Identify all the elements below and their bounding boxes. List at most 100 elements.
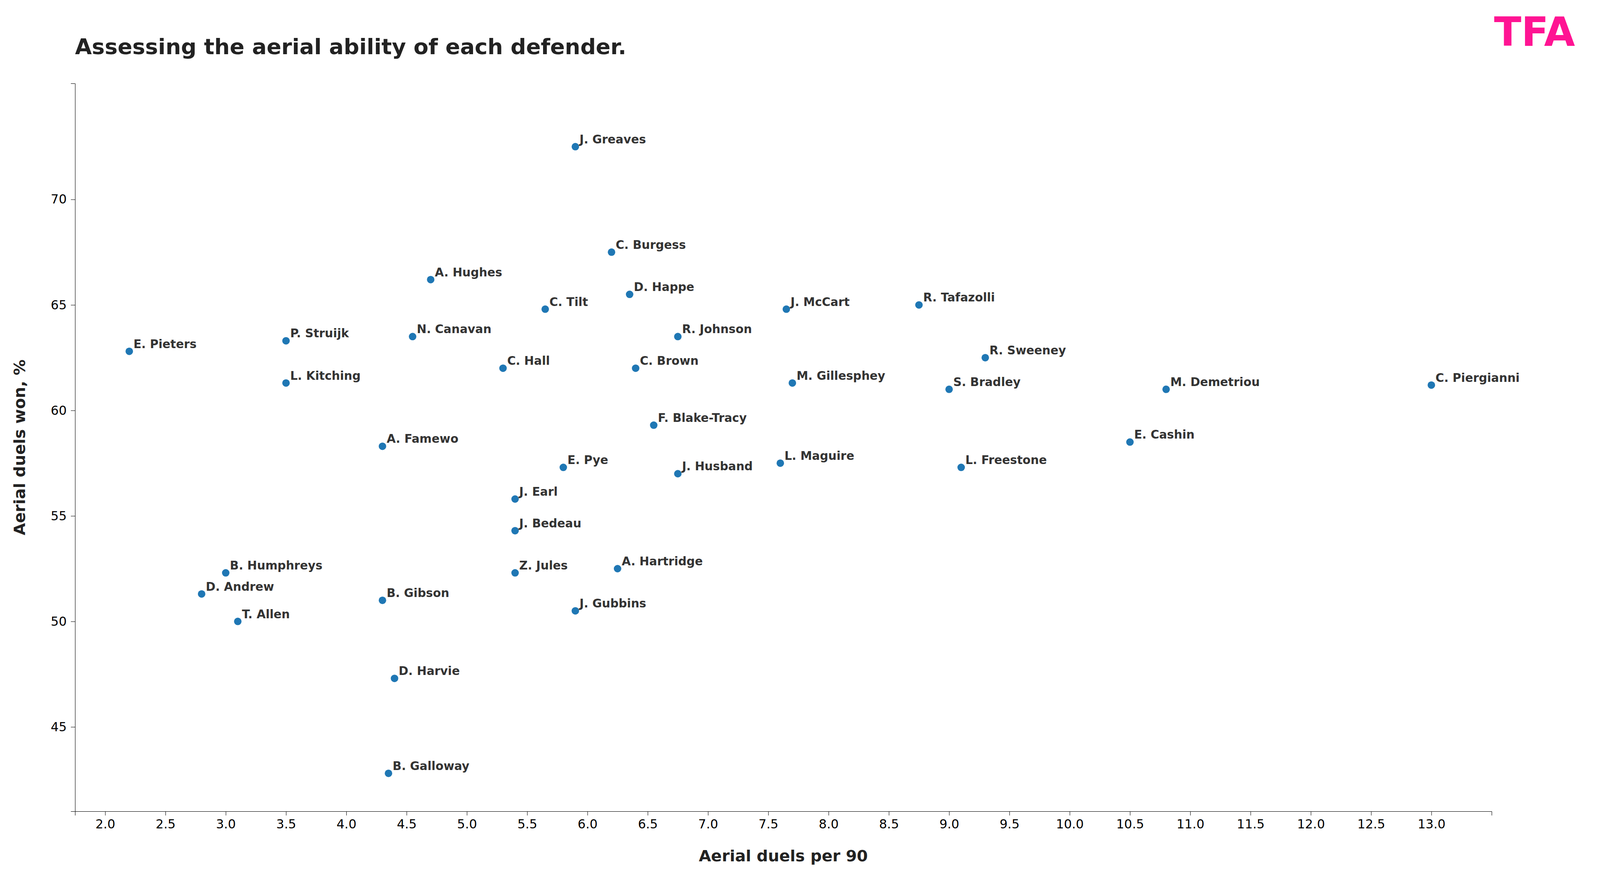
- tick: 5.5: [517, 811, 538, 832]
- tick-mark: [1431, 811, 1432, 816]
- point-labels: J. GreavesC. BurgessA. HughesD. HappeC. …: [133, 132, 1520, 773]
- point-label: D. Harvie: [398, 663, 461, 678]
- tick: 65: [50, 297, 76, 312]
- point-label: J. Husband: [681, 459, 753, 474]
- tick-label: 8.0: [818, 816, 839, 832]
- tick-mark: [647, 811, 649, 816]
- tick-label: 10.5: [1116, 816, 1145, 832]
- point: [282, 336, 290, 345]
- tick: 11.0: [1176, 811, 1205, 832]
- point-label: J. McCart: [789, 295, 850, 309]
- point-label: R. Sweeney: [989, 343, 1067, 358]
- tick-label: 7.5: [758, 816, 779, 832]
- tick-label: 9.5: [999, 816, 1020, 832]
- tick-mark: [1250, 811, 1251, 816]
- point: [571, 606, 579, 615]
- tick: 12.5: [1357, 811, 1386, 832]
- tick: 8.5: [878, 811, 899, 832]
- point-label: L. Freestone: [965, 453, 1047, 467]
- tick-label: 45: [50, 719, 67, 734]
- point-label: B. Humphreys: [230, 558, 323, 573]
- point-label: C. Hall: [507, 353, 550, 368]
- tick: 60: [50, 403, 76, 418]
- point: [499, 364, 507, 372]
- tick-mark: [1129, 811, 1131, 816]
- point-label: A. Hughes: [434, 265, 503, 280]
- point: [282, 379, 290, 387]
- tick-mark: [165, 811, 166, 816]
- point-label: M. Demetriou: [1170, 375, 1260, 389]
- point: [197, 590, 206, 598]
- chart: 2.02.53.03.54.04.55.05.56.06.57.07.58.08…: [0, 0, 1600, 878]
- point-label: J. Greaves: [578, 132, 646, 147]
- tick: 2.5: [155, 811, 176, 832]
- point: [125, 347, 133, 356]
- point: [650, 421, 658, 429]
- tick: 8.0: [818, 811, 839, 832]
- tick-label: 2.5: [155, 816, 176, 832]
- tick: 3.5: [276, 811, 297, 832]
- point-label: J. Earl: [518, 484, 558, 499]
- point-label: P. Struijk: [290, 326, 350, 341]
- point-label: E. Pye: [567, 453, 609, 467]
- point-label: R. Tafazolli: [923, 290, 995, 305]
- tick-label: 70: [50, 191, 67, 207]
- axis-line: [75, 811, 1493, 816]
- tick-label: 4.5: [396, 816, 417, 832]
- tick-label: 2.0: [95, 816, 116, 832]
- tick-mark: [70, 304, 76, 306]
- point: [613, 564, 622, 573]
- tick-label: 11.5: [1236, 816, 1265, 832]
- point-label: S. Bradley: [953, 375, 1021, 389]
- tick-label: 5.5: [517, 816, 538, 832]
- point-label: C. Piergianni: [1435, 370, 1520, 385]
- point: [384, 769, 393, 777]
- tick-mark: [527, 811, 528, 816]
- x-axis-title: Aerial duels per 90: [698, 846, 869, 865]
- point: [1427, 381, 1435, 389]
- tick-mark: [587, 811, 588, 816]
- point-label: N. Canavan: [416, 322, 492, 336]
- point-label: C. Brown: [639, 353, 699, 368]
- tick: 5.0: [457, 811, 478, 832]
- tick-mark: [828, 811, 829, 816]
- tick-mark: [708, 811, 709, 816]
- tick: 2.0: [95, 811, 116, 832]
- tick-mark: [888, 811, 890, 816]
- point-label: C. Burgess: [615, 237, 686, 252]
- point: [1126, 438, 1134, 446]
- tick-label: 6.5: [638, 816, 659, 832]
- point-label: B. Gibson: [386, 585, 450, 600]
- axis-line: [70, 83, 76, 812]
- point-label: D. Andrew: [205, 579, 275, 594]
- point-label: R. Johnson: [681, 322, 752, 336]
- tick-mark: [1371, 811, 1372, 816]
- tick: 6.0: [577, 811, 598, 832]
- tick-label: 9.0: [939, 816, 960, 832]
- point: [673, 332, 682, 341]
- point: [378, 596, 387, 604]
- point-label: J. Bedeau: [518, 516, 582, 531]
- points: [125, 142, 1435, 777]
- tick-mark: [346, 811, 347, 816]
- tick: 9.5: [999, 811, 1020, 832]
- x-axis: 2.02.53.03.54.04.55.05.56.06.57.07.58.08…: [75, 811, 1493, 832]
- tick: 50: [50, 613, 76, 629]
- tick-label: 50: [50, 613, 67, 629]
- point: [426, 275, 435, 284]
- y-axis: 455055606570: [50, 83, 76, 812]
- tick-label: 13.0: [1417, 816, 1446, 832]
- point: [511, 568, 519, 577]
- tick-label: 3.5: [276, 816, 297, 832]
- point: [776, 459, 784, 467]
- point-label: L. Kitching: [290, 368, 361, 383]
- tick-label: 8.5: [878, 816, 899, 832]
- tick-mark: [948, 811, 950, 816]
- tick-label: 12.5: [1357, 816, 1386, 832]
- tick-mark: [1310, 811, 1312, 816]
- tick-label: 4.0: [336, 816, 357, 832]
- point: [571, 142, 579, 151]
- tick: 4.0: [336, 811, 357, 832]
- title: Assessing the aerial ability of each def…: [75, 34, 627, 60]
- tick: 10.5: [1116, 811, 1145, 832]
